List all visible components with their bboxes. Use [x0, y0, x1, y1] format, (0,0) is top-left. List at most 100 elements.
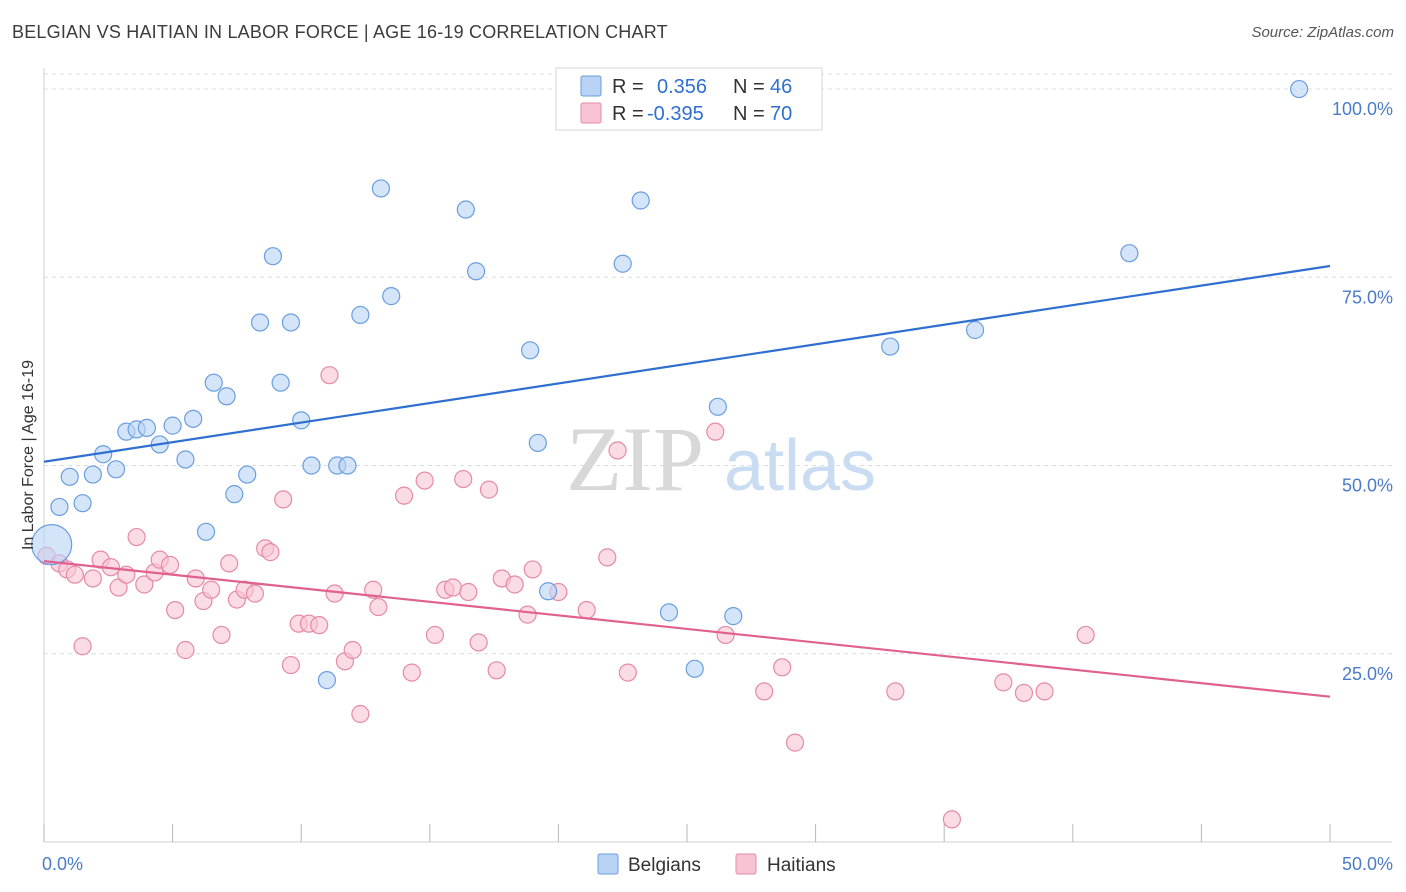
haitian-point — [755, 682, 774, 701]
belgian-point — [250, 313, 270, 332]
x-tick-label: 50.0% — [1342, 854, 1393, 874]
belgian-point — [382, 287, 401, 306]
belgian-point — [338, 456, 357, 475]
chart-title: BELGIAN VS HAITIAN IN LABOR FORCE | AGE … — [12, 22, 668, 42]
y-tick-label: 25.0% — [1342, 664, 1393, 684]
belgian-point — [521, 341, 540, 360]
haitian-point — [443, 578, 463, 597]
haitian-point — [135, 575, 154, 594]
haitian-point — [160, 555, 180, 575]
haitian-point — [1014, 683, 1034, 703]
trend-lines — [43, 264, 1331, 698]
belgian-point — [613, 254, 632, 273]
haitian-point — [469, 633, 488, 652]
legend-n-value: 46 — [770, 76, 792, 98]
legend-r-value: -0.395 — [647, 103, 704, 125]
haitian-point — [402, 663, 421, 682]
belgian-points — [31, 79, 1309, 690]
haitian-point — [618, 663, 637, 682]
haitian-point — [716, 625, 735, 645]
haitian-point — [245, 584, 265, 603]
haitian-point — [942, 810, 962, 829]
belgian-point — [456, 200, 475, 219]
haitian-point — [608, 441, 627, 460]
haitian-point — [773, 658, 792, 677]
belgian-point — [263, 247, 283, 266]
x-tick-label: 0.0% — [42, 854, 83, 874]
belgian-point — [371, 179, 391, 198]
belgian-point — [238, 465, 257, 484]
legend-r-label: R = — [612, 103, 644, 125]
belgian-point — [659, 603, 679, 622]
haitian-point — [127, 527, 146, 547]
y-tick-label: 100.0% — [1332, 99, 1393, 119]
y-tick-label: 75.0% — [1342, 287, 1393, 307]
haitian-point — [166, 600, 185, 620]
belgian-point — [176, 450, 195, 469]
belgian-point — [685, 659, 704, 678]
belgian-point — [708, 397, 727, 416]
haitian-trend-line — [43, 560, 1331, 698]
haitian-point — [454, 469, 473, 489]
belgian-point — [73, 494, 92, 513]
belgian-point — [631, 191, 650, 210]
haitian-point — [281, 655, 301, 675]
belgian-point — [528, 433, 547, 453]
haitian-point — [220, 554, 239, 573]
belgian-point — [196, 522, 216, 541]
haitian-point — [325, 584, 344, 603]
haitian-point — [505, 575, 524, 594]
belgian-point — [60, 467, 79, 486]
belgian-point — [539, 582, 558, 601]
belgian-point — [881, 337, 900, 356]
belgian-point — [302, 456, 321, 475]
haitian-point — [1076, 625, 1095, 645]
haitian-point — [212, 625, 231, 645]
haitian-point — [523, 560, 542, 579]
belgian-point — [466, 262, 486, 281]
belgian-point — [50, 497, 69, 517]
y-tick-label: 50.0% — [1342, 476, 1393, 496]
legend-swatch-haitians — [580, 102, 602, 124]
haitian-point — [320, 366, 339, 385]
belgian-point — [292, 411, 311, 430]
legend: R = 0.356 N = 46 R = -0.395 N = 70 — [555, 67, 823, 131]
legend-n-label: N = — [733, 76, 765, 98]
belgian-point — [137, 418, 156, 437]
haitian-point — [343, 640, 362, 660]
haitian-point — [73, 637, 92, 656]
belgian-point — [31, 523, 73, 566]
belgian-point — [1120, 244, 1139, 263]
legend-n-value: 70 — [770, 103, 792, 125]
haitian-point — [577, 600, 596, 620]
haitian-point — [886, 682, 905, 701]
belgian-point — [281, 313, 301, 332]
belgian-point — [225, 485, 244, 504]
bottom-legend-belgians: Belgians — [628, 855, 701, 876]
belgian-point — [184, 409, 203, 428]
belgian-point — [351, 305, 370, 325]
bottom-legend-swatch-haitians — [735, 853, 757, 875]
source-label: Source: ZipAtlas.com — [1251, 24, 1394, 41]
belgian-point — [965, 320, 985, 340]
watermark: ZIP atlas — [566, 408, 876, 510]
bottom-legend-haitians: Haitians — [767, 855, 836, 876]
haitian-point — [394, 486, 414, 505]
haitian-point — [785, 733, 805, 752]
bottom-legend-swatch-belgians — [597, 853, 619, 875]
haitian-point — [202, 580, 221, 599]
haitian-point — [310, 616, 329, 635]
haitian-point — [487, 661, 506, 680]
haitian-point — [364, 580, 383, 599]
haitian-point — [83, 569, 102, 588]
haitian-point — [369, 597, 388, 617]
haitian-point — [518, 605, 537, 624]
axes — [43, 68, 1392, 843]
belgian-trend-line — [43, 264, 1331, 463]
legend-swatch-belgians — [580, 75, 602, 97]
belgian-point — [106, 460, 126, 479]
belgian-point — [163, 416, 182, 435]
belgian-point — [217, 387, 236, 406]
haitian-point — [274, 490, 293, 509]
